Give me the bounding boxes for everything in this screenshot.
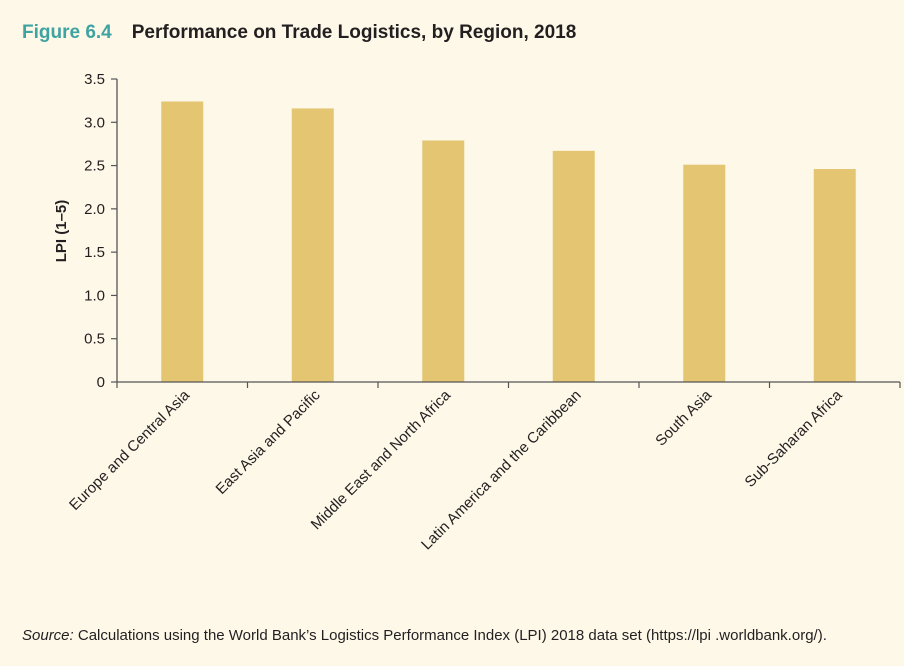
bar	[683, 164, 726, 382]
y-tick-label: 3.0	[84, 114, 105, 131]
source-label: Source:	[22, 627, 74, 644]
bar	[161, 101, 204, 382]
source-text: Calculations using the World Bank’s Logi…	[73, 627, 827, 644]
bar	[552, 150, 595, 382]
y-tick-label: 1.0	[84, 287, 105, 304]
x-tick-label: Europe and Central Asia	[66, 386, 193, 513]
y-axis-label: LPI (1–5)	[53, 200, 70, 263]
x-tick-label: Sub-Saharan Africa	[742, 386, 846, 490]
bar	[291, 108, 334, 382]
y-tick-label: 0	[97, 374, 105, 391]
figure-label: Figure 6.4	[22, 22, 112, 43]
chart-title: Figure 6.4 Performance on Trade Logistics…	[22, 22, 576, 44]
title-text: Performance on Trade Logistics, by Regio…	[131, 22, 577, 43]
x-tick-label: Middle East and North Africa	[308, 386, 455, 533]
y-tick-label: 2.5	[84, 158, 105, 175]
bar	[813, 169, 856, 382]
source-note: Source: Calculations using the World Ban…	[22, 626, 882, 645]
y-tick-label: 3.5	[84, 71, 105, 88]
y-tick-label: 2.0	[84, 201, 105, 218]
x-tick-label: Latin America and the Caribbean	[418, 387, 585, 554]
bar	[422, 140, 465, 382]
y-tick-label: 0.5	[84, 331, 105, 348]
x-tick-label: East Asia and Pacific	[213, 386, 324, 497]
y-tick-label: 1.5	[84, 244, 105, 261]
x-tick-label: South Asia	[652, 386, 715, 449]
